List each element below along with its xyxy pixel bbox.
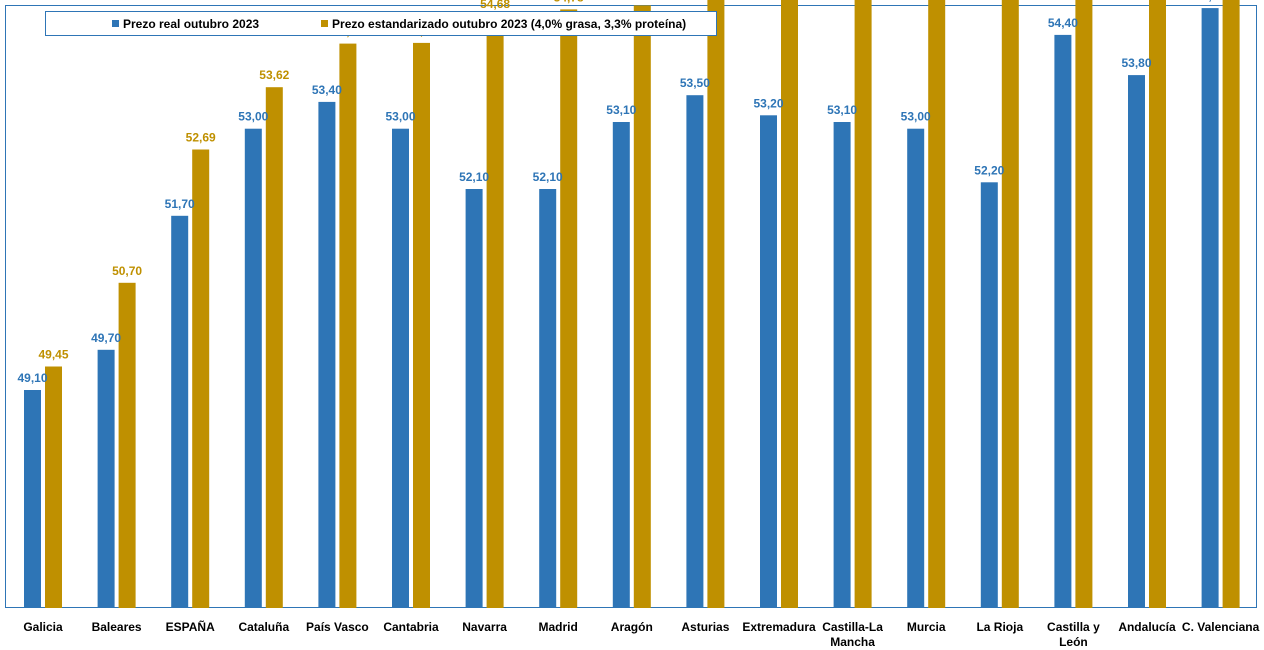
bar-standardized (339, 43, 357, 609)
value-label-real: 51,70 (165, 197, 195, 211)
category-label: Castilla-La Mancha (822, 620, 883, 649)
bar-real (907, 128, 925, 608)
bar-real (1201, 8, 1219, 609)
value-label-standardized: 49,45 (38, 348, 68, 362)
category-label: C. Valenciana (1182, 620, 1260, 634)
bar-real (465, 189, 483, 608)
category-label: Asturias (681, 620, 729, 634)
bar-real (833, 122, 851, 608)
value-label-real: 53,20 (753, 96, 783, 110)
category-label: Baleares (92, 620, 142, 634)
value-label-real: 53,00 (238, 110, 268, 124)
bar-standardized (45, 366, 62, 608)
bar-standardized (192, 149, 210, 608)
value-label-real: 54,40 (1048, 16, 1078, 30)
bar-standardized (707, 0, 725, 608)
bar-standardized (1222, 0, 1240, 608)
bar-standardized (486, 16, 504, 609)
chart-frame (5, 5, 1257, 608)
category-label: Cataluña (238, 620, 289, 634)
legend-swatch-standardized (321, 20, 329, 27)
category-label: Andalucía (1118, 620, 1176, 634)
value-label-real: 53,10 (827, 103, 857, 117)
bar-standardized (1001, 0, 1019, 609)
bar-standardized (854, 0, 872, 609)
bar-real (318, 101, 336, 609)
category-label: País Vasco (306, 620, 369, 634)
category-label: Castilla y León (1047, 620, 1100, 649)
legend-label-standardized: Prezo estandarizado outubro 2023 (4,0% g… (332, 16, 687, 31)
value-label-real: 54,80 (1195, 0, 1225, 3)
bar-standardized (1149, 0, 1166, 609)
bar-standardized (118, 282, 136, 608)
bars-group (24, 0, 1240, 609)
bar-real (97, 349, 115, 608)
bar-standardized (413, 42, 430, 608)
legend-item-standardized: Prezo estandarizado outubro 2023 (4,0% g… (321, 17, 686, 31)
bar-real (539, 189, 557, 608)
value-label-real: 53,80 (1121, 56, 1151, 70)
category-label: Extremadura (742, 620, 816, 634)
category-labels-group: Galicia Baleares ESPAÑA Cataluña País Vasco C… (23, 619, 1259, 649)
value-label-standardized: 54,68 (480, 0, 510, 11)
category-label: La Rioja (976, 620, 1023, 634)
legend: Prezo real outubro 2023 Prezo estandariz… (45, 11, 717, 36)
value-label-standardized: 52,69 (186, 131, 216, 145)
bar-real (980, 182, 998, 609)
bar-standardized (928, 0, 946, 608)
value-labels-group: 49,10 49,45 49,70 50,70 51,70 52,69 53,00 53,62… (17, 0, 1225, 385)
category-label: Galicia (23, 620, 63, 634)
bar-standardized (560, 9, 578, 608)
value-label-real: 53,50 (680, 76, 710, 90)
value-label-real: 49,10 (17, 371, 47, 385)
bar-standardized (265, 87, 283, 608)
bar-real (1054, 34, 1072, 608)
category-label: Murcia (907, 620, 946, 634)
category-label: Cantabria (383, 620, 439, 634)
value-label-real: 52,10 (533, 170, 563, 184)
value-label-standardized: 54,78 (554, 0, 584, 4)
legend-item-real: Prezo real outubro 2023 (112, 17, 259, 31)
value-label-standardized: 50,70 (112, 264, 142, 278)
value-label-real: 53,00 (385, 110, 415, 124)
bar-real (244, 128, 262, 608)
bar-real (760, 115, 777, 609)
bar-real (686, 95, 704, 608)
bar-standardized (1075, 0, 1093, 609)
value-label-real: 53,10 (606, 103, 636, 117)
category-label: Madrid (539, 620, 578, 634)
value-label-standardized: 53,62 (259, 68, 289, 82)
legend-swatch-real (112, 20, 119, 27)
bar-real (612, 122, 630, 608)
value-label-real: 53,40 (312, 83, 342, 97)
bar-real (392, 128, 409, 608)
value-label-real: 52,20 (974, 163, 1004, 177)
legend-label-real: Prezo real outubro 2023 (123, 16, 260, 31)
category-label: Aragón (611, 620, 653, 634)
category-label: Navarra (462, 620, 507, 634)
bar-standardized (633, 5, 651, 608)
value-label-real: 53,00 (901, 110, 931, 124)
category-label: ESPAÑA (166, 619, 215, 634)
bar-standardized (781, 0, 798, 608)
bar-real (1128, 75, 1145, 609)
value-label-real: 49,70 (91, 331, 121, 345)
bar-real (24, 390, 41, 608)
bar-real (171, 215, 189, 609)
value-label-real: 52,10 (459, 170, 489, 184)
